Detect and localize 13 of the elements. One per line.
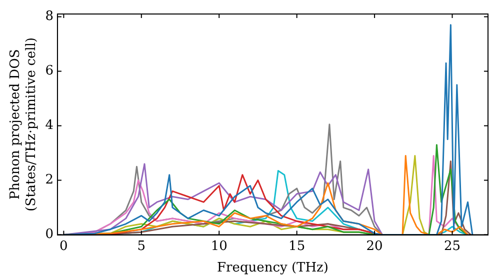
x-tick-label: 0 <box>60 238 68 254</box>
x-tick-label: 5 <box>137 238 146 254</box>
y-axis-title: Phonon projected DOS (States/THz·primitive cell) <box>8 37 39 212</box>
x-axis-title: Frequency (THz) <box>217 260 328 276</box>
x-tick-label: 15 <box>288 238 306 254</box>
x-tick-label: 20 <box>366 238 383 254</box>
y-tick-label: 0 <box>45 227 54 242</box>
x-tick-label: 25 <box>444 238 461 254</box>
y-tick-label: 4 <box>45 118 54 134</box>
x-tick-label: 10 <box>210 238 228 254</box>
y-tick-label: 6 <box>45 64 54 79</box>
y-tick-label: 8 <box>45 9 54 24</box>
y-tick-label: 2 <box>45 172 54 188</box>
